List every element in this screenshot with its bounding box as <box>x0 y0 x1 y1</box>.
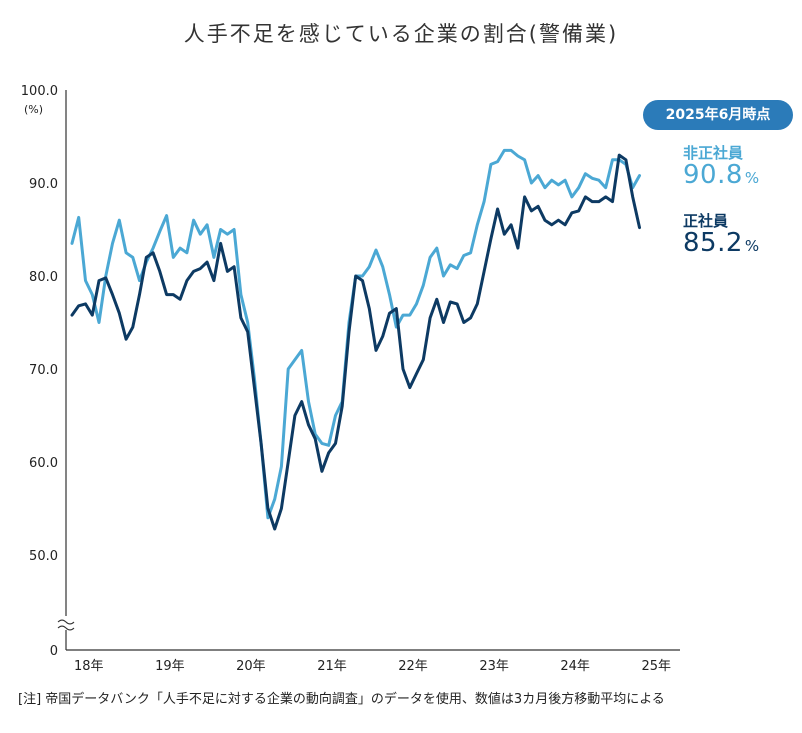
value-unit: % <box>744 237 760 255</box>
series-line-non-regular <box>70 148 641 520</box>
x-tick-label: 23年 <box>479 659 509 674</box>
x-tick-label: 22年 <box>398 659 428 674</box>
y-tick-label: 100.0 <box>21 84 58 99</box>
x-tick-label: 18年 <box>74 659 104 674</box>
footnote: [注] 帝国データバンク「人手不足に対する企業の動向調査」のデータを使用、数値は… <box>18 692 665 707</box>
y-tick-label: 90.0 <box>29 177 58 192</box>
x-tick-label: 19年 <box>155 659 185 674</box>
y-tick-label: 0 <box>50 644 58 659</box>
series-value-non-regular: 90.8% <box>683 160 760 190</box>
x-tick-label: 24年 <box>560 659 590 674</box>
y-axis-unit: (%) <box>24 103 43 116</box>
series-label-non-regular: 非正社員 <box>683 144 744 162</box>
x-tick-label: 21年 <box>317 659 347 674</box>
x-tick-label: 25年 <box>641 659 671 674</box>
axis-break-icon <box>57 616 75 631</box>
value-number: 90.8 <box>683 160 743 190</box>
y-tick-label: 80.0 <box>29 270 58 285</box>
y-tick-label: 50.0 <box>29 549 58 564</box>
x-tick-label: 20年 <box>236 659 266 674</box>
y-tick-label: 60.0 <box>29 456 58 471</box>
series-value-regular: 85.2% <box>683 228 760 258</box>
series-label-regular: 正社員 <box>683 212 729 230</box>
y-tick-label: 70.0 <box>29 363 58 378</box>
chart-title: 人手不足を感じている企業の割合(警備業) <box>183 22 619 46</box>
series-line-regular <box>70 153 641 531</box>
date-badge: 2025年6月時点 <box>643 100 793 130</box>
value-unit: % <box>744 169 760 187</box>
value-number: 85.2 <box>683 228 743 258</box>
